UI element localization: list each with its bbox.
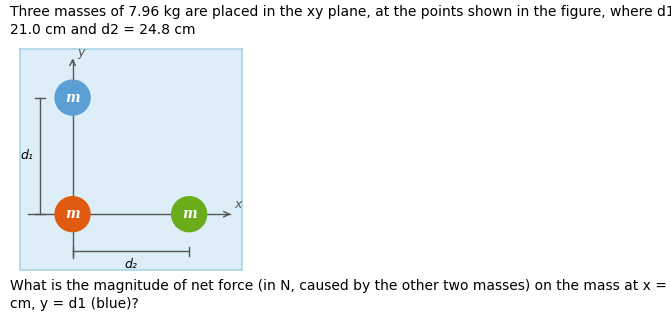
Text: m: m xyxy=(182,207,197,221)
Circle shape xyxy=(55,197,90,232)
Text: m: m xyxy=(65,90,80,105)
Text: y: y xyxy=(77,46,85,59)
Text: Three masses of 7.96 kg are placed in the xy plane, at the points shown in the f: Three masses of 7.96 kg are placed in th… xyxy=(10,5,671,37)
Text: What is the magnitude of net force (in N, caused by the other two masses) on the: What is the magnitude of net force (in N… xyxy=(10,279,671,311)
Text: d₁: d₁ xyxy=(20,149,33,162)
Circle shape xyxy=(172,197,207,232)
Text: x: x xyxy=(234,198,242,211)
Text: d₂: d₂ xyxy=(124,259,138,271)
Circle shape xyxy=(55,80,90,115)
Text: m: m xyxy=(65,207,80,221)
